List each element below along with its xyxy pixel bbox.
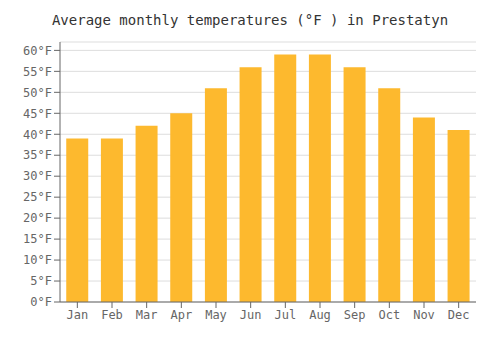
- svg-text:Jan: Jan: [66, 308, 88, 322]
- svg-text:Mar: Mar: [136, 308, 158, 322]
- svg-text:0°F: 0°F: [30, 295, 52, 309]
- svg-text:15°F: 15°F: [23, 232, 52, 246]
- svg-text:Jul: Jul: [274, 308, 296, 322]
- svg-text:35°F: 35°F: [23, 148, 52, 162]
- html-text:Average monthly temperatures (: Average monthly temperatures (°F ) in Pr…: [51, 12, 449, 28]
- svg-text:5°F: 5°F: [30, 274, 52, 288]
- svg-text:Jun: Jun: [240, 308, 262, 322]
- svg-text:Dec: Dec: [448, 308, 470, 322]
- svg-text:May: May: [205, 308, 227, 322]
- svg-text:30°F: 30°F: [23, 169, 52, 183]
- svg-text:Sep: Sep: [344, 308, 366, 322]
- svg-text:Apr: Apr: [170, 308, 192, 322]
- svg-text:25°F: 25°F: [23, 190, 52, 204]
- svg-text:40°F: 40°F: [23, 128, 52, 142]
- svg-text:50°F: 50°F: [23, 86, 52, 100]
- svg-text:Aug: Aug: [309, 308, 331, 322]
- svg-text:Nov: Nov: [413, 308, 435, 322]
- svg-text:20°F: 20°F: [23, 211, 52, 225]
- svg-text:60°F: 60°F: [23, 44, 52, 58]
- svg-text:Feb: Feb: [101, 308, 123, 322]
- svg-text:Oct: Oct: [378, 308, 400, 322]
- svg-text:45°F: 45°F: [23, 107, 52, 121]
- svg-text:55°F: 55°F: [23, 65, 52, 79]
- svg-text:10°F: 10°F: [23, 253, 52, 267]
